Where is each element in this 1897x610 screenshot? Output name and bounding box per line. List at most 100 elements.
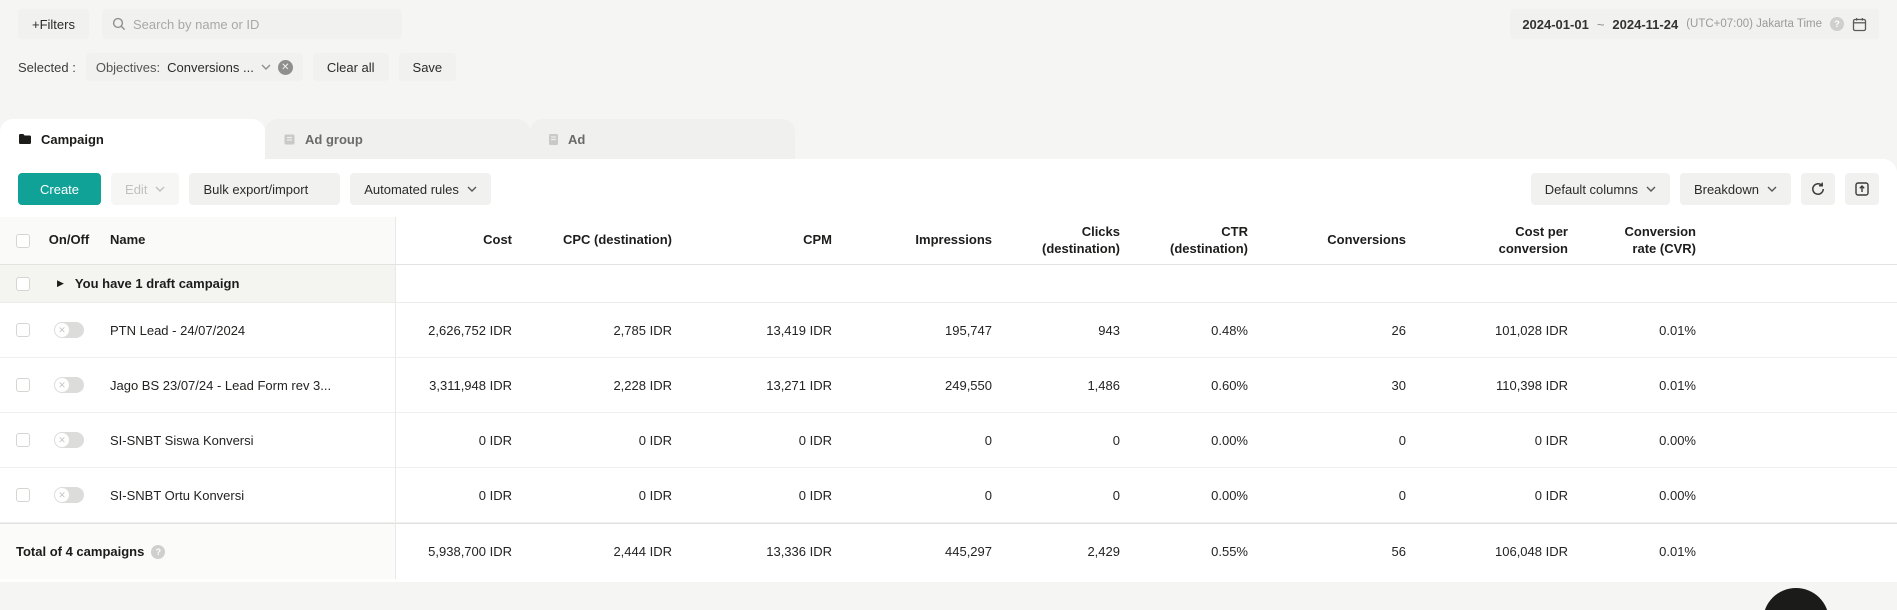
export-button[interactable]: [1845, 173, 1879, 205]
impressions-value: 195,747: [945, 322, 992, 338]
default-columns-label: Default columns: [1544, 181, 1638, 197]
ad-group-icon: [283, 133, 296, 146]
create-button[interactable]: Create: [18, 173, 102, 205]
on-off-toggle[interactable]: ✕: [54, 377, 84, 393]
edit-button-label: Edit: [125, 181, 148, 197]
cvr-value: 0.01%: [1659, 322, 1696, 338]
chevron-down-icon: [261, 64, 271, 70]
chip-label: Objectives:: [95, 59, 161, 75]
calendar-icon[interactable]: [1852, 17, 1867, 32]
row-checkbox[interactable]: [16, 323, 30, 337]
automated-rules-button[interactable]: Automated rules: [350, 173, 491, 205]
campaign-name-link[interactable]: PTN Lead - 24/07/2024: [110, 322, 246, 338]
expand-caret-icon[interactable]: ▶: [57, 278, 64, 288]
header-ctr: CTR (destination): [1170, 224, 1248, 256]
header-cpm: CPM: [803, 232, 832, 248]
level-tabs: Campaign Ad group Ad: [0, 119, 1897, 159]
cvr-value: 0.00%: [1659, 487, 1696, 503]
floating-help-button[interactable]: [1763, 588, 1829, 610]
tab-ad[interactable]: Ad: [530, 119, 795, 159]
cpm-value: 0 IDR: [798, 432, 832, 448]
toggle-off-icon: ✕: [55, 488, 69, 502]
cost-value: 0 IDR: [478, 487, 512, 503]
on-off-toggle[interactable]: ✕: [54, 432, 84, 448]
cost-per-conversion-value: 110,398 IDR: [1495, 377, 1568, 393]
remove-filter-icon[interactable]: ✕: [277, 59, 293, 75]
conversions-value: 0: [1398, 487, 1406, 503]
total-help-icon[interactable]: ?: [151, 544, 166, 559]
campaign-panel: Create Edit Bulk export/import Automated…: [0, 159, 1897, 582]
search-input[interactable]: [132, 16, 392, 32]
total-cost-per-conversion: 106,048 IDR: [1495, 544, 1568, 559]
header-cost: Cost: [483, 232, 512, 248]
table-row: ✕ SI-SNBT Siswa Konversi 0 IDR 0 IDR 0 I…: [0, 413, 1897, 468]
tab-ad-group[interactable]: Ad group: [265, 119, 530, 159]
campaign-table: On/Off Name Cost CPC (destination) CPM I…: [0, 217, 1897, 579]
clicks-value: 0: [1112, 487, 1120, 503]
total-ctr: 0.55%: [1211, 544, 1248, 559]
header-clicks: Clicks (destination): [1042, 224, 1120, 256]
header-on-off: On/Off: [42, 217, 96, 264]
date-start: 2024-01-01: [1522, 16, 1589, 32]
cvr-value: 0.00%: [1659, 432, 1696, 448]
edit-button[interactable]: Edit: [111, 173, 180, 205]
cpc-value: 2,228 IDR: [613, 377, 672, 393]
campaign-folder-icon: [18, 133, 32, 145]
on-off-toggle[interactable]: ✕: [54, 322, 84, 338]
cpm-value: 13,419 IDR: [766, 322, 832, 338]
impressions-value: 0: [984, 487, 992, 503]
filters-button[interactable]: +Filters: [18, 9, 89, 39]
draft-row-checkbox[interactable]: [16, 276, 30, 291]
toggle-off-icon: ✕: [55, 378, 69, 392]
table-header-row: On/Off Name Cost CPC (destination) CPM I…: [0, 217, 1897, 265]
total-conversions: 56: [1391, 544, 1406, 559]
ctr-value: 0.00%: [1211, 432, 1248, 448]
chip-value: Conversions ...: [167, 59, 254, 75]
clicks-value: 0: [1112, 432, 1120, 448]
row-checkbox[interactable]: [16, 433, 30, 447]
refresh-icon: [1810, 181, 1826, 197]
search-box[interactable]: [101, 9, 402, 39]
row-checkbox[interactable]: [16, 488, 30, 502]
tab-campaign[interactable]: Campaign: [0, 119, 265, 159]
table-row: ✕ Jago BS 23/07/24 - Lead Form rev 3... …: [0, 358, 1897, 413]
table-row: ✕ PTN Lead - 24/07/2024 2,626,752 IDR 2,…: [0, 303, 1897, 358]
header-impressions: Impressions: [915, 232, 992, 248]
row-checkbox[interactable]: [16, 378, 30, 392]
ctr-value: 0.60%: [1211, 377, 1248, 393]
campaign-name-link[interactable]: SI-SNBT Siswa Konversi: [110, 432, 254, 448]
timezone-help-icon[interactable]: ?: [1830, 17, 1844, 31]
total-row: Total of 4 campaigns ? 5,938,700 IDR 2,4…: [0, 523, 1897, 579]
total-cvr: 0.01%: [1659, 544, 1696, 559]
date-range-picker[interactable]: 2024-01-01 ~ 2024-11-24 (UTC+07:00) Jaka…: [1510, 9, 1879, 39]
total-label: Total of 4 campaigns: [16, 544, 145, 559]
clear-all-button[interactable]: Clear all: [312, 53, 389, 81]
clicks-value: 943: [1098, 322, 1120, 338]
cost-value: 0 IDR: [478, 432, 512, 448]
refresh-button[interactable]: [1801, 173, 1835, 205]
impressions-value: 249,550: [945, 377, 992, 393]
header-name: Name: [96, 217, 396, 264]
campaign-name-link[interactable]: SI-SNBT Ortu Konversi: [110, 487, 245, 503]
tab-ad-group-label: Ad group: [305, 131, 363, 147]
ctr-value: 0.00%: [1211, 487, 1248, 503]
default-columns-button[interactable]: Default columns: [1530, 173, 1670, 205]
cpm-value: 13,271 IDR: [766, 377, 832, 393]
table-toolbar: Create Edit Bulk export/import Automated…: [0, 159, 1897, 205]
timezone-label: (UTC+07:00) Jakarta Time: [1686, 18, 1822, 30]
cpc-value: 2,785 IDR: [613, 322, 672, 338]
conversions-value: 30: [1391, 377, 1406, 393]
select-all-checkbox[interactable]: [16, 233, 30, 248]
draft-campaign-row: ▶ You have 1 draft campaign: [0, 265, 1897, 303]
export-icon: [1854, 181, 1870, 197]
table-row: ✕ SI-SNBT Ortu Konversi 0 IDR 0 IDR 0 ID…: [0, 468, 1897, 523]
save-button[interactable]: Save: [398, 53, 457, 81]
conversions-value: 26: [1391, 322, 1406, 338]
on-off-toggle[interactable]: ✕: [54, 487, 84, 503]
toggle-off-icon: ✕: [55, 433, 69, 447]
breakdown-button[interactable]: Breakdown: [1679, 173, 1791, 205]
objectives-filter-chip[interactable]: Objectives: Conversions ... ✕: [85, 53, 303, 81]
campaign-name-link[interactable]: Jago BS 23/07/24 - Lead Form rev 3...: [110, 377, 332, 393]
bulk-export-import-button[interactable]: Bulk export/import: [189, 173, 341, 205]
header-cpc: CPC (destination): [562, 232, 672, 248]
